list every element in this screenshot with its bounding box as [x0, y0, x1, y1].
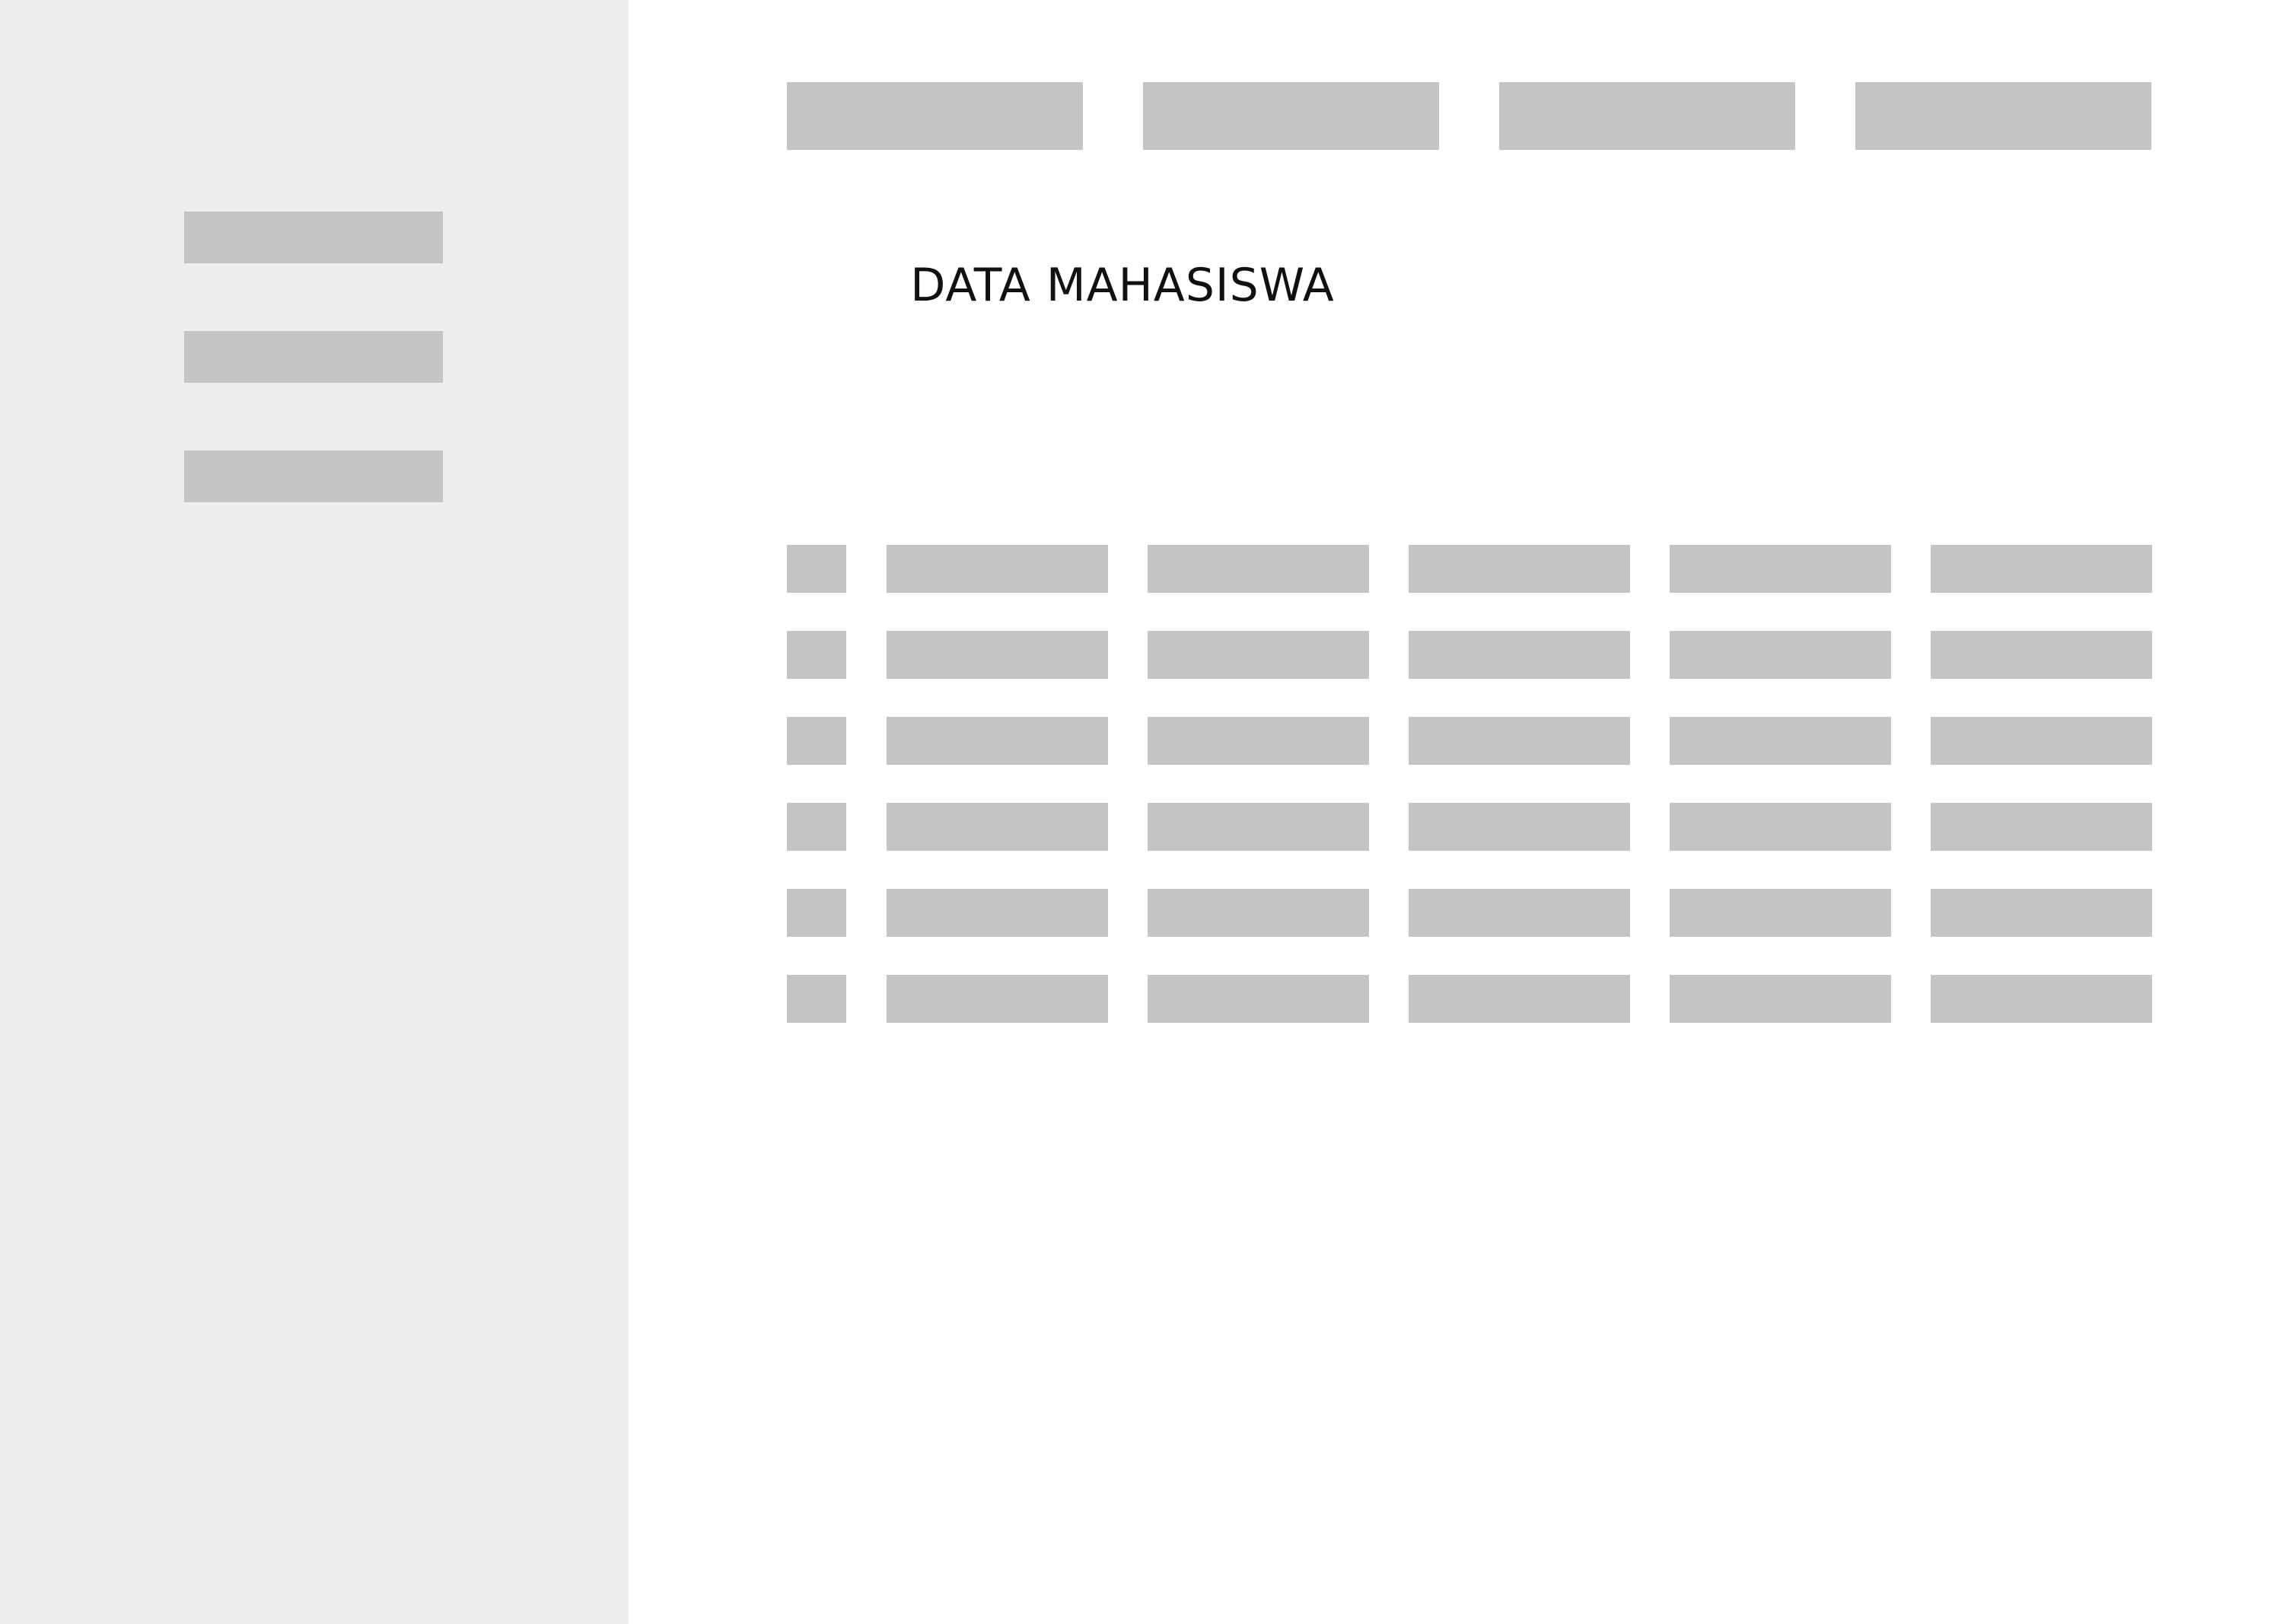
table-cell [1409, 717, 1630, 765]
table-cell [1409, 889, 1630, 937]
table-header-cell [887, 545, 1108, 593]
table-cell [1148, 889, 1369, 937]
table-header-cell [1931, 545, 2152, 593]
table-cell [1148, 717, 1369, 765]
table-cell [787, 631, 846, 679]
sidebar-item-3[interactable] [184, 451, 443, 502]
table-cell [1931, 889, 2152, 937]
table-cell [887, 803, 1108, 851]
table-cell [787, 717, 846, 765]
sidebar [0, 0, 629, 1624]
table-cell [1670, 717, 1891, 765]
nav-item-3[interactable] [1499, 82, 1795, 150]
table-cell [887, 631, 1108, 679]
nav-item-2[interactable] [1143, 82, 1439, 150]
table-cell [1931, 975, 2152, 1023]
table-cell [1931, 631, 2152, 679]
table-cell [1409, 803, 1630, 851]
nav-item-1[interactable] [787, 82, 1083, 150]
table-cell [1931, 717, 2152, 765]
table-cell [1670, 803, 1891, 851]
table-header-cell [1148, 545, 1369, 593]
table-cell [1148, 975, 1369, 1023]
nav-item-4[interactable] [1855, 82, 2151, 150]
sidebar-item-2[interactable] [184, 331, 443, 383]
table-cell [1409, 975, 1630, 1023]
table-cell [787, 889, 846, 937]
table-header-cell [787, 545, 846, 593]
table-cell [787, 975, 846, 1023]
table-cell [1409, 631, 1630, 679]
table-cell [1931, 803, 2152, 851]
table-header-cell [1409, 545, 1630, 593]
table-cell [1670, 975, 1891, 1023]
table-cell [787, 803, 846, 851]
table-cell [1670, 631, 1891, 679]
table-cell [887, 889, 1108, 937]
sidebar-item-1[interactable] [184, 212, 443, 263]
table-cell [887, 975, 1108, 1023]
table-cell [1670, 889, 1891, 937]
table-cell [887, 717, 1108, 765]
table-cell [1148, 631, 1369, 679]
table-header-cell [1670, 545, 1891, 593]
page-title: DATA MAHASISWA [910, 259, 1335, 312]
table-cell [1148, 803, 1369, 851]
